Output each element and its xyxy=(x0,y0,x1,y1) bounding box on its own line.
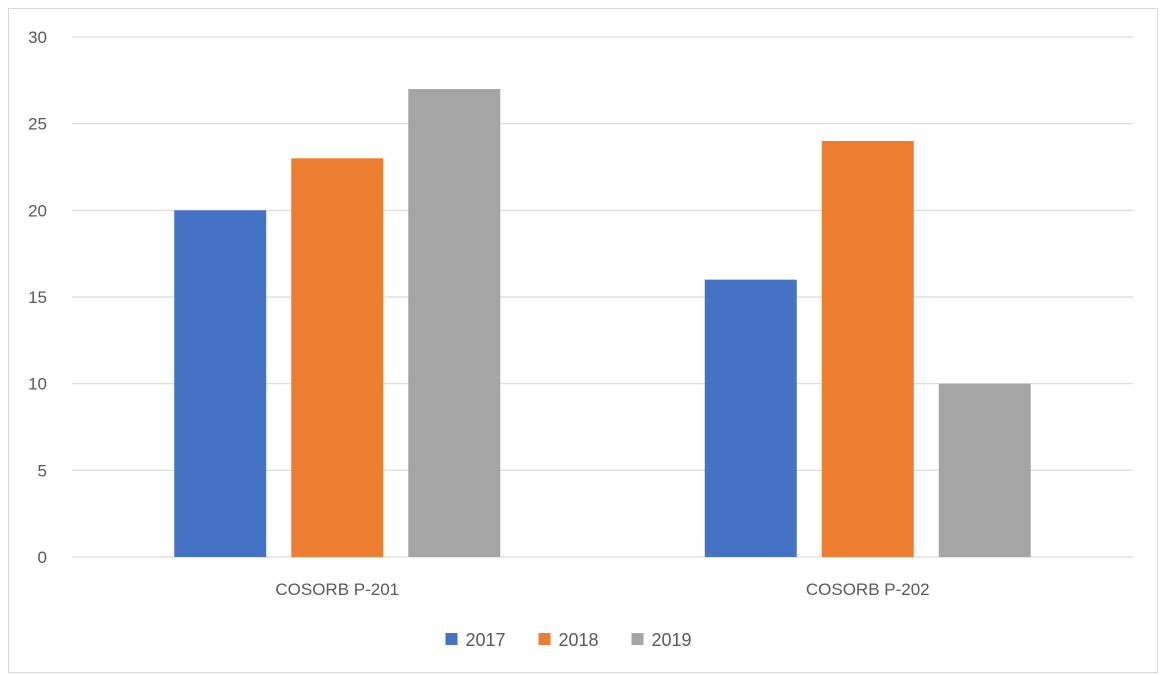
legend-swatch-2019 xyxy=(631,633,644,645)
legend-swatch-2018 xyxy=(538,633,551,645)
y-tick-label-10: 10 xyxy=(28,375,47,394)
bars xyxy=(174,89,1031,558)
x-category-label-2: COSORB P-202 xyxy=(806,580,930,599)
y-axis: 0 5 10 15 20 25 30 xyxy=(28,28,47,567)
y-tick-label-0: 0 xyxy=(38,548,47,567)
legend: 2017 2018 2019 xyxy=(445,630,692,650)
bar-2019-1 xyxy=(408,89,501,557)
bar-2018-1 xyxy=(291,158,384,558)
legend-label-2018: 2018 xyxy=(559,630,599,650)
legend-swatch-2017 xyxy=(445,633,458,645)
bar-2018-2 xyxy=(821,141,914,557)
bar-2017-1 xyxy=(174,210,267,558)
y-tick-label-5: 5 xyxy=(38,461,47,480)
legend-label-2019: 2019 xyxy=(652,630,692,650)
legend-label-2017: 2017 xyxy=(466,630,506,650)
bar-2019-2 xyxy=(938,383,1031,557)
y-tick-label-20: 20 xyxy=(28,201,47,220)
bar-2017-2 xyxy=(704,279,797,557)
y-tick-label-15: 15 xyxy=(28,288,47,307)
y-tick-label-30: 30 xyxy=(28,28,47,47)
y-tick-label-25: 25 xyxy=(28,115,47,134)
x-category-label-1: COSORB P-201 xyxy=(275,580,399,599)
